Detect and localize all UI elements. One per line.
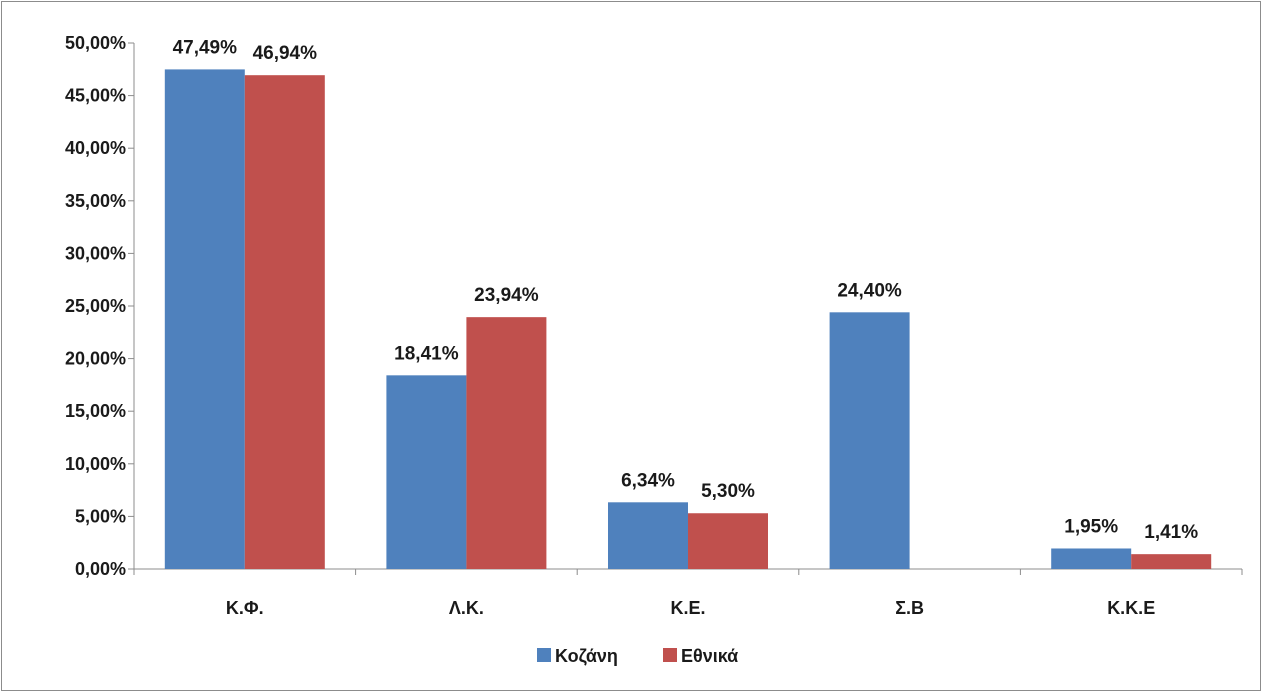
data-label: 1,95% (1064, 516, 1118, 537)
data-label: 6,34% (621, 470, 675, 491)
x-category-label: Λ.Κ. (449, 598, 484, 618)
data-label: 23,94% (474, 285, 539, 306)
y-tick-label: 35,00% (65, 191, 126, 211)
y-tick-label: 25,00% (65, 296, 126, 316)
y-tick-label: 50,00% (65, 33, 126, 53)
legend-swatch (537, 648, 551, 662)
x-category-label: Κ.Κ.Ε (1107, 598, 1155, 618)
bar-kozani (829, 312, 910, 569)
data-label: 1,41% (1144, 522, 1198, 543)
x-category-label: Κ.Ε. (670, 598, 705, 618)
data-label: 24,40% (837, 280, 902, 301)
bar-kozani (386, 375, 467, 569)
bar-ethnika (466, 317, 547, 569)
y-tick-label: 5,00% (75, 506, 126, 526)
y-tick-label: 10,00% (65, 454, 126, 474)
bar-kozani (1051, 548, 1132, 569)
legend-swatch (663, 648, 677, 662)
data-label: 46,94% (253, 43, 318, 64)
bar-ethnika (688, 513, 768, 569)
y-tick-label: 0,00% (75, 559, 126, 579)
legend-label: Κοζάνη (555, 646, 618, 667)
x-category-label: Κ.Φ. (226, 598, 264, 618)
bar-ethnika (1131, 554, 1212, 569)
data-label: 18,41% (394, 343, 459, 364)
data-label: 47,49% (173, 37, 238, 58)
data-label: 5,30% (701, 481, 755, 502)
legend-label: Εθνικά (681, 646, 738, 666)
bar-kozani (164, 69, 245, 569)
y-tick-label: 45,00% (65, 86, 126, 106)
y-tick-label: 15,00% (65, 401, 126, 421)
y-tick-label: 30,00% (65, 243, 126, 263)
x-category-label: Σ.Β (895, 598, 924, 618)
bar-ethnika (244, 75, 325, 570)
y-tick-label: 20,00% (65, 349, 126, 369)
y-tick-label: 40,00% (65, 138, 126, 158)
bar-kozani (608, 502, 688, 569)
